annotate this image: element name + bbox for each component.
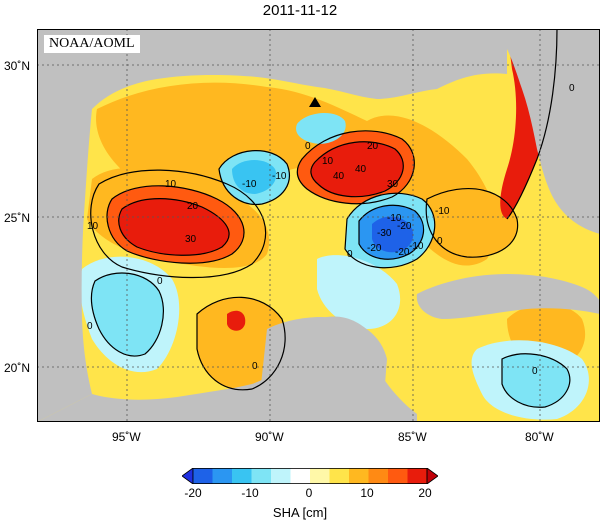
map-title: 2011-11-12: [262, 2, 338, 19]
warm-spot-south: [227, 310, 246, 331]
sha-map: -10 -10 -20 -30 -20 -10 -10 0 0 0 0 0 0 …: [37, 29, 600, 422]
lon-label-90w: 90˚W: [255, 430, 284, 444]
contour-label: 0: [347, 249, 353, 260]
contour-label: 10: [322, 156, 334, 167]
colorbar-underflow: [182, 468, 194, 484]
cold-region-campeche: [317, 255, 401, 329]
contour-label: 0: [437, 236, 443, 247]
colorbar-segment: [310, 468, 330, 484]
land-cuba: [416, 274, 600, 319]
land-yucatan: [257, 317, 387, 422]
map-frame: -10 -10 -20 -30 -20 -10 -10 0 0 0 0 0 0 …: [37, 29, 600, 422]
contour-label: 40: [333, 171, 345, 182]
colorbar-border: [192, 468, 428, 484]
contour-label: 0: [157, 276, 163, 287]
colorbar-segment: [388, 468, 408, 484]
colorbar-title: SHA [cm]: [272, 505, 328, 520]
colorbar-segment: [329, 468, 350, 484]
credit-label: NOAA/AOML: [44, 35, 140, 53]
cold-region-southwest-core: [91, 272, 164, 357]
colorbar-overflow: [426, 468, 438, 484]
land-florida: [507, 29, 600, 234]
graticule: [37, 29, 600, 422]
colorbar-segment: [212, 468, 233, 484]
contour-label: 0: [532, 366, 538, 377]
triangle-marker: [309, 97, 321, 107]
colorbar: [182, 468, 438, 484]
land-us-north: [37, 29, 507, 109]
contour-label: 0: [569, 83, 575, 94]
colorbar-segment: [368, 468, 389, 484]
colorbar-segment: [290, 468, 311, 484]
colorbar-segment: [232, 468, 252, 484]
sha-region-north-shelf: [96, 82, 497, 266]
contour-label: -10: [272, 171, 287, 182]
warm-eddy-west-core: [118, 198, 230, 256]
contour-label: -10: [409, 241, 424, 252]
contour-label: -30: [377, 228, 392, 239]
lat-label-25n: 25˚N: [4, 211, 30, 225]
colorbar-tick-labels: -20 -10 0 10 20: [0, 486, 600, 502]
cold-eddy-east-inner: [372, 216, 414, 253]
lon-label-80w: 80˚W: [525, 430, 554, 444]
colorbar-segment: [407, 468, 428, 484]
contour-label: -10: [387, 213, 402, 224]
contour-labels: -10 -10 -20 -30 -20 -10 -10 0 0 0 0 0 0 …: [87, 83, 575, 377]
colorbar-tick: -20: [184, 486, 202, 500]
axis-labels: 30˚N 25˚N 20˚N 95˚W 90˚W 85˚W 80˚W: [4, 59, 554, 444]
warm-eddy-center-core: [310, 141, 404, 197]
cold-eddy-north-core: [232, 160, 277, 194]
contour-label: 0: [87, 321, 93, 332]
colorbar-segment: [193, 468, 213, 484]
contour-label: 30: [185, 234, 197, 245]
contour-label: -20: [395, 247, 410, 258]
land-caribbean-south: [372, 359, 417, 422]
contour-label: -10: [435, 206, 450, 217]
contour-label: 40: [355, 164, 367, 175]
contour-label: 20: [367, 141, 379, 152]
lon-label-85w: 85˚W: [398, 430, 427, 444]
colorbar-tick: -10: [241, 486, 259, 500]
colorbar-tick: 0: [305, 486, 313, 500]
colorbar-segment: [251, 468, 272, 484]
contour-lines: [90, 29, 571, 408]
land-mexico-west: [37, 109, 92, 422]
contour-label: 20: [187, 201, 199, 212]
lat-label-30n: 30˚N: [4, 59, 30, 73]
land-bahamas: [572, 136, 584, 149]
colorbar-segment: [271, 468, 291, 484]
contour-label: -10: [242, 179, 257, 190]
contour-label: 10: [87, 221, 99, 232]
sha-region-east-channel: [426, 188, 518, 258]
colorbar-segment: [349, 468, 369, 484]
contour-label: 10: [165, 179, 177, 190]
contour-label: 0: [252, 361, 258, 372]
contour-label: 0: [305, 141, 311, 152]
contour-label: -20: [367, 243, 382, 254]
colorbar-tick: 10: [360, 486, 374, 500]
colorbar-tick: 20: [418, 486, 432, 500]
contour-label: 30: [387, 179, 399, 190]
lon-label-95w: 95˚W: [112, 430, 141, 444]
lat-label-20n: 20˚N: [4, 361, 30, 375]
contour-label: -20: [397, 221, 412, 232]
